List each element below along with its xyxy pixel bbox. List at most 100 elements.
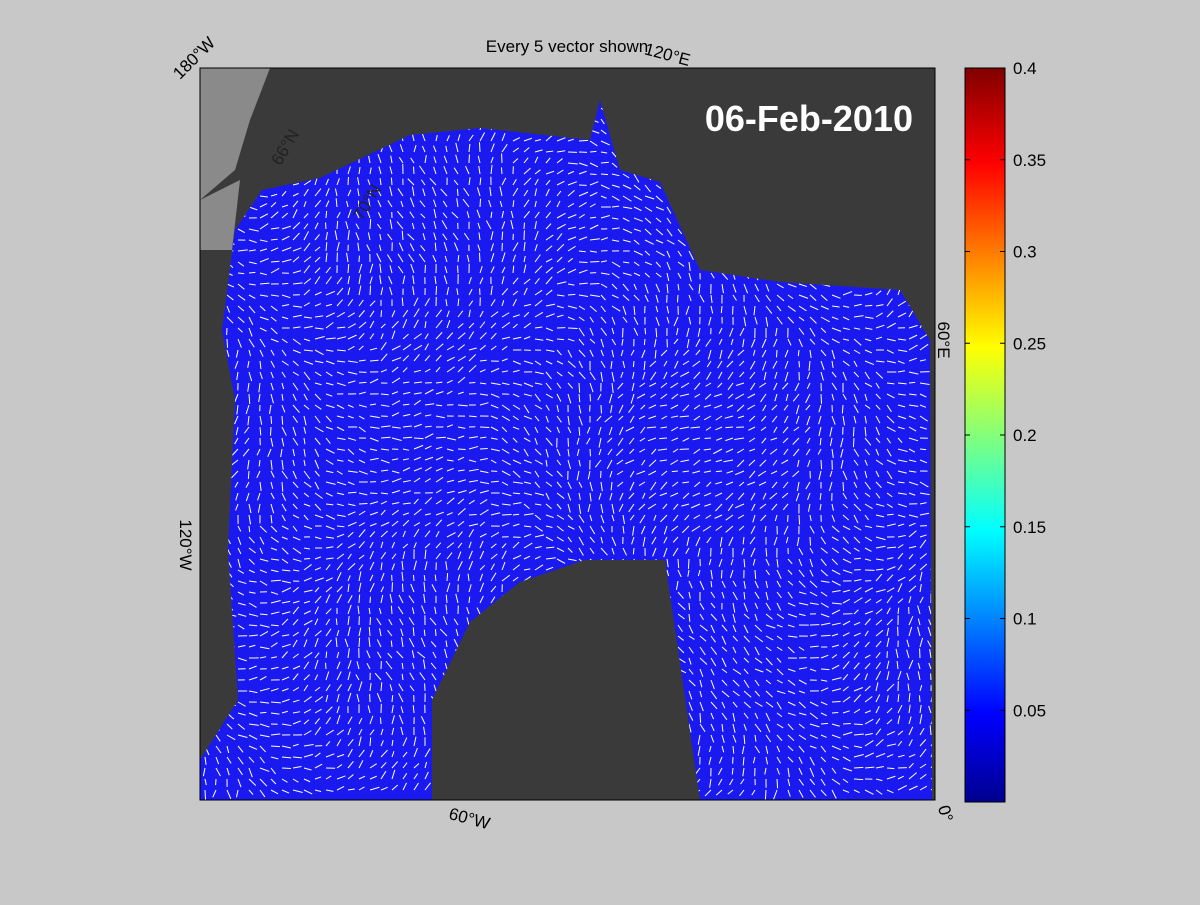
vector bbox=[502, 232, 503, 240]
vector bbox=[721, 306, 722, 313]
vector bbox=[919, 695, 920, 702]
colorbar-tick-label: 0.25 bbox=[1013, 334, 1046, 353]
date-label: 06-Feb-2010 bbox=[705, 98, 913, 139]
vector bbox=[359, 638, 360, 647]
vector bbox=[590, 151, 596, 152]
vector bbox=[656, 328, 657, 337]
vector bbox=[765, 790, 766, 799]
vector bbox=[227, 339, 228, 348]
vector bbox=[436, 405, 442, 406]
vector bbox=[705, 438, 711, 439]
vector bbox=[579, 383, 580, 393]
vector bbox=[832, 701, 841, 702]
vector bbox=[672, 471, 678, 472]
vector bbox=[821, 723, 828, 724]
vector bbox=[413, 167, 414, 174]
vector bbox=[447, 573, 448, 581]
vector bbox=[370, 493, 377, 494]
vector bbox=[502, 514, 512, 515]
vector bbox=[480, 199, 481, 207]
vector bbox=[832, 712, 838, 713]
vector bbox=[716, 471, 722, 472]
vector bbox=[821, 669, 829, 670]
vector bbox=[392, 695, 393, 702]
vector bbox=[920, 449, 926, 450]
vector bbox=[457, 189, 458, 196]
colorbar-tick-label: 0.3 bbox=[1013, 243, 1037, 262]
vector bbox=[799, 515, 800, 525]
vector bbox=[590, 217, 596, 218]
vector bbox=[336, 618, 337, 625]
vector bbox=[402, 584, 403, 592]
colorbar-tick-label: 0.35 bbox=[1013, 151, 1046, 170]
vector bbox=[359, 503, 367, 504]
map-title: Every 5 vector shown bbox=[486, 37, 649, 56]
vector bbox=[842, 405, 843, 413]
vector bbox=[700, 713, 701, 723]
vector bbox=[249, 526, 250, 532]
vector bbox=[501, 167, 502, 174]
vector bbox=[282, 283, 288, 284]
vector bbox=[659, 438, 667, 439]
vector bbox=[854, 724, 863, 725]
vector bbox=[755, 570, 756, 579]
vector bbox=[854, 767, 863, 768]
vector bbox=[853, 427, 854, 436]
vector bbox=[370, 285, 371, 295]
vector bbox=[688, 559, 689, 569]
vector bbox=[381, 394, 389, 395]
vector bbox=[601, 162, 609, 163]
vector bbox=[260, 712, 266, 713]
colorbar-tick-label: 0.1 bbox=[1013, 610, 1037, 629]
vector bbox=[568, 294, 575, 295]
vector bbox=[271, 746, 280, 747]
vector bbox=[435, 629, 436, 636]
vector bbox=[887, 768, 894, 769]
vector bbox=[271, 416, 272, 424]
vector bbox=[633, 361, 634, 367]
vector bbox=[557, 339, 564, 340]
vector bbox=[766, 548, 767, 557]
vector bbox=[601, 174, 608, 175]
vector bbox=[479, 253, 480, 262]
colorbar-tick-label: 0.05 bbox=[1013, 701, 1046, 720]
vector bbox=[821, 394, 822, 404]
vector bbox=[370, 219, 371, 229]
vector bbox=[469, 597, 470, 603]
colorbar-tick-label: 0.15 bbox=[1013, 518, 1046, 537]
colorbar bbox=[965, 68, 1005, 802]
vector bbox=[590, 261, 599, 262]
vector bbox=[381, 310, 382, 317]
vector bbox=[413, 575, 414, 581]
colorbar-tick-label: 0.4 bbox=[1013, 59, 1037, 78]
vector bbox=[248, 471, 249, 479]
map-label: 0° bbox=[934, 803, 957, 824]
vector bbox=[644, 339, 645, 345]
vector bbox=[238, 273, 244, 274]
vector bbox=[568, 438, 569, 447]
vector bbox=[645, 328, 646, 334]
vector bbox=[689, 603, 690, 610]
vector bbox=[458, 449, 466, 450]
vector bbox=[380, 717, 381, 724]
vector bbox=[359, 382, 366, 383]
vector bbox=[304, 558, 310, 559]
vector bbox=[579, 140, 588, 141]
vector bbox=[282, 768, 291, 769]
map-label: 60°W bbox=[447, 804, 492, 833]
vector bbox=[590, 394, 591, 401]
vector bbox=[853, 438, 854, 447]
map-label: 60°E bbox=[934, 321, 953, 358]
vector bbox=[282, 416, 283, 425]
map-label: 120°W bbox=[176, 519, 195, 570]
vector bbox=[725, 427, 733, 428]
vector bbox=[865, 305, 872, 306]
vector bbox=[337, 221, 338, 229]
vector bbox=[721, 570, 722, 578]
vector bbox=[798, 350, 799, 356]
vector bbox=[326, 652, 327, 658]
vector bbox=[391, 606, 392, 614]
vector bbox=[776, 350, 777, 357]
